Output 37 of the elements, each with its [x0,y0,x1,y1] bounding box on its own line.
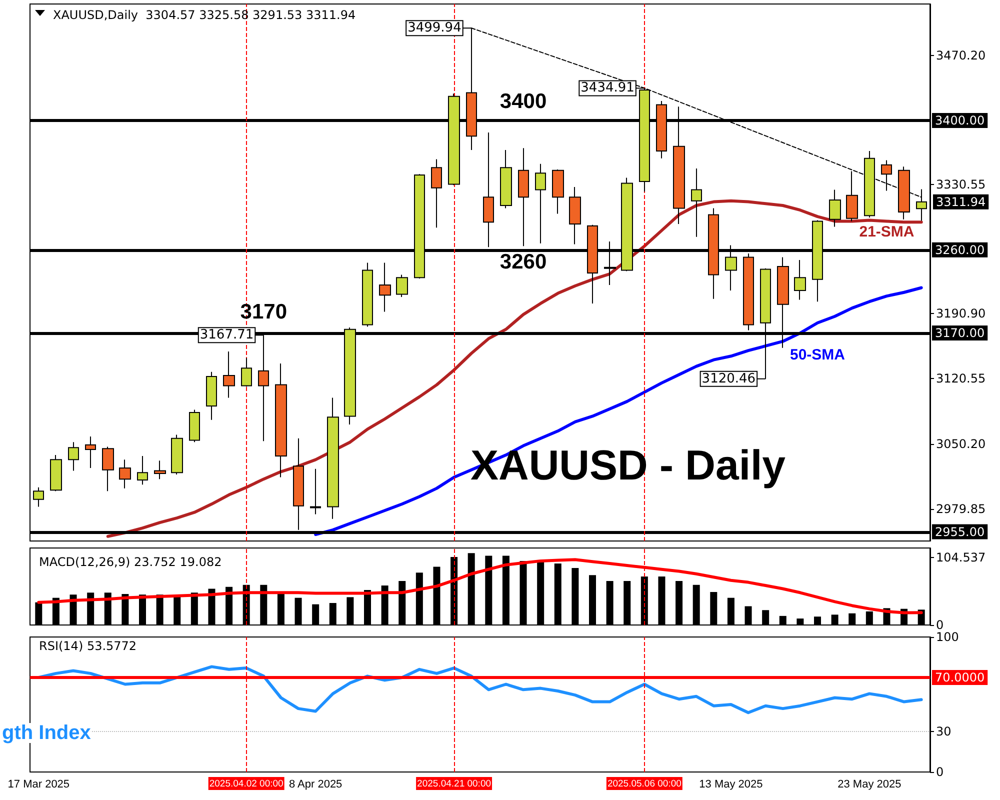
y-tick-label: 0 [936,618,944,632]
y-tick-label: 3330.55 [936,178,986,192]
y-tick-label: 3470.20 [936,48,986,63]
annotation: 3170 [240,300,288,324]
annotation: 3434.91 [580,80,634,96]
y-tick-label: 0 [936,765,944,779]
chart-title: RSI(14) 53.5772 [39,639,137,653]
y-tick-label: 3190.90 [936,306,986,321]
series-label: 50-SMA [790,346,846,364]
annotation: 3167.71 [200,328,254,343]
x-tick-label: 2025.04.02 00:00 [209,778,284,790]
ref-line-label: 3260.00 [935,242,985,257]
y-tick-label: 104.537 [936,550,986,564]
ref-line-label: 2955.00 [935,524,985,539]
annotation: 3260 [500,250,547,274]
y-tick-label: 30 [936,724,952,738]
y-tick-label: 3120.55 [936,372,986,386]
text: MACD(12,26,9) 23.752 19.082 [39,555,222,569]
y-tick-label: 100 [936,630,959,644]
x-tick-label: 8 Apr 2025 [288,778,342,790]
annotation: 3499.94 [408,20,462,36]
x-tick-label: 13 May 2025 [699,778,763,790]
text: 3311.94 [936,194,986,209]
x-tick-label: 2025.04.21 00:00 [417,778,492,790]
y-tick-label: 2979.85 [936,502,986,516]
ref-line-label: 3170.00 [935,326,985,340]
chart-title: XAUUSD,Daily 3304.57 3325.58 3291.53 3311.94 [53,8,356,22]
x-tick-label: 2025.05.06 00:00 [607,778,682,790]
x-tick-label: 23 May 2025 [838,778,902,790]
ref-line-label: 3400.00 [935,113,985,128]
series-label: 21-SMA [859,224,914,241]
ref-line-label: 70.0000 [935,670,985,684]
annotation: 3120.46 [702,371,756,386]
y-tick-label: 3050.20 [936,436,986,451]
annotation: 3400 [500,90,547,113]
x-tick-label: 17 Mar 2025 [8,778,70,790]
annotation: gth Index [2,722,91,744]
